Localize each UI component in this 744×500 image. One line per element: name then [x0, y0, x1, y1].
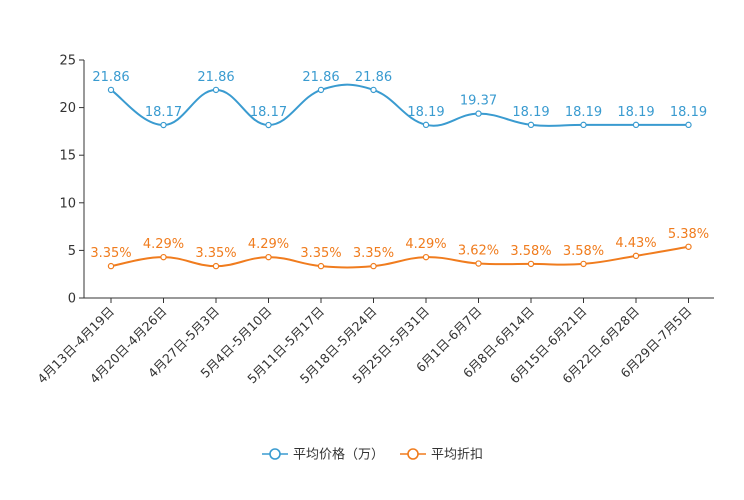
data-point: [580, 260, 587, 268]
data-label: 18.19: [512, 105, 549, 120]
data-point: [527, 260, 535, 268]
series-layer: [107, 83, 692, 270]
data-point: [265, 121, 272, 129]
data-point: [107, 86, 115, 94]
legend-marker-icon: [269, 448, 281, 460]
data-point: [370, 86, 377, 94]
data-label: 18.17: [250, 105, 287, 120]
y-tick-label: 20: [59, 101, 76, 116]
data-label: 3.62%: [458, 244, 499, 259]
legend-item-1[interactable]: 平均价格（万）: [262, 447, 384, 463]
data-point: [317, 86, 325, 94]
data-point: [580, 121, 587, 129]
data-point: [422, 121, 430, 129]
data-point: [160, 253, 167, 261]
data-point: [632, 121, 640, 129]
data-label: 4.29%: [405, 237, 446, 252]
data-label: 21.86: [197, 70, 234, 85]
data-label: 18.17: [145, 105, 182, 120]
data-label: 21.86: [355, 70, 392, 85]
data-point: [685, 121, 692, 129]
y-tick-label: 10: [59, 196, 76, 211]
legend[interactable]: 平均价格（万） 平均折扣: [262, 447, 483, 463]
data-point: [632, 252, 640, 260]
data-point: [475, 110, 482, 117]
data-point: [212, 262, 220, 270]
data-label: 19.37: [460, 94, 497, 109]
series-line-2: [110, 245, 689, 269]
data-label: 3.35%: [90, 246, 131, 261]
data-label: 18.19: [407, 105, 444, 120]
data-point: [265, 253, 272, 261]
data-label: 18.19: [565, 105, 602, 120]
legend-item-2[interactable]: 平均折扣: [400, 448, 483, 463]
data-label: 3.58%: [510, 244, 551, 259]
data-point: [370, 262, 377, 270]
y-tick-label: 0: [68, 292, 76, 307]
data-label: 4.29%: [143, 237, 184, 252]
data-point: [685, 243, 692, 250]
y-tick-label: 25: [59, 54, 76, 69]
data-point: [317, 262, 325, 270]
data-point: [212, 86, 220, 94]
y-tick-label: 5: [68, 244, 76, 259]
data-labels: 21.86 18.17 21.86 18.17 21.86 21.86 18.19 19.37…: [90, 70, 709, 261]
data-label: 4.43%: [615, 236, 656, 251]
data-label: 3.35%: [353, 246, 394, 261]
data-label: 18.19: [670, 105, 707, 120]
data-point: [107, 262, 115, 270]
data-point: [160, 121, 167, 129]
legend-marker-icon: [407, 448, 419, 460]
legend-label: 平均价格（万）: [293, 447, 384, 463]
data-label: 18.19: [617, 105, 654, 120]
data-label: 3.35%: [300, 246, 341, 261]
data-point: [527, 121, 535, 129]
data-label: 3.35%: [195, 246, 236, 261]
data-label: 21.86: [302, 70, 339, 85]
data-point: [422, 253, 430, 261]
data-label: 3.58%: [563, 244, 604, 259]
data-point: [475, 260, 482, 267]
legend-label: 平均折扣: [431, 448, 483, 463]
y-tick-label: 15: [59, 149, 76, 164]
axes: 05101520254月13日-4月19日4月20日-4月26日4月27日-5月…: [34, 54, 714, 386]
data-label: 4.29%: [248, 237, 289, 252]
data-label: 5.38%: [668, 227, 709, 242]
data-label: 21.86: [92, 70, 129, 85]
